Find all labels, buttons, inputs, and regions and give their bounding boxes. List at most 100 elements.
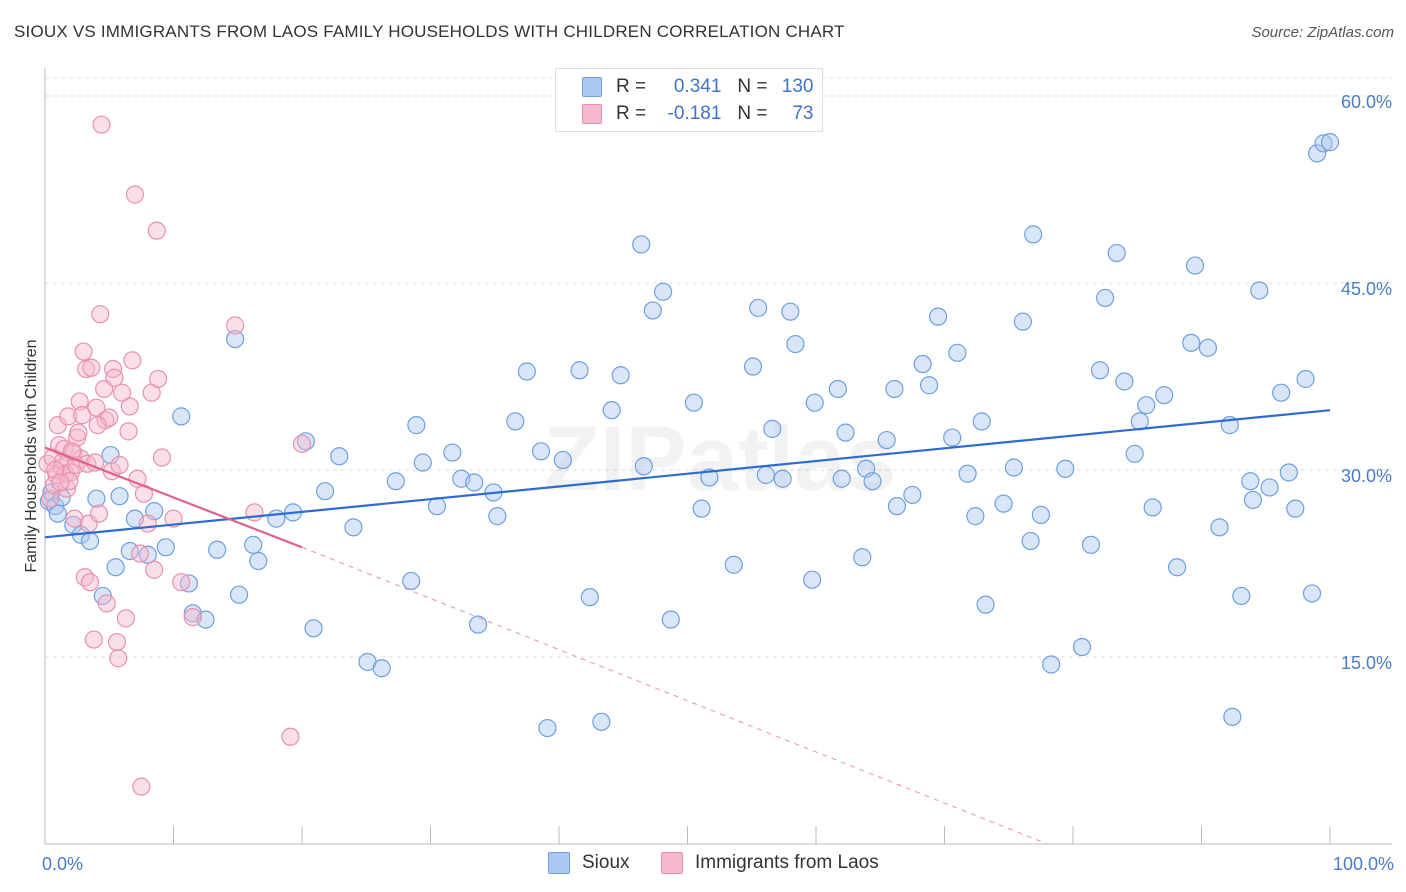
sioux-point[interactable] xyxy=(885,379,904,399)
sioux-point[interactable] xyxy=(138,545,157,564)
sioux-point[interactable] xyxy=(611,366,630,385)
sioux-point[interactable] xyxy=(803,570,822,589)
sioux-point[interactable] xyxy=(773,469,792,488)
sioux-point[interactable] xyxy=(903,485,922,505)
laos-point[interactable] xyxy=(226,316,245,335)
sioux-point[interactable] xyxy=(1031,505,1050,524)
sioux-point[interactable] xyxy=(208,540,227,559)
sioux-point[interactable] xyxy=(372,659,391,678)
series-legend-sioux[interactable]: Sioux xyxy=(548,852,630,874)
laos-point[interactable] xyxy=(292,434,312,453)
sioux-point[interactable] xyxy=(226,330,245,349)
sioux-point[interactable] xyxy=(1081,535,1101,554)
sioux-point[interactable] xyxy=(1185,256,1205,275)
laos-point[interactable] xyxy=(82,358,101,377)
sioux-point[interactable] xyxy=(179,574,199,593)
laos-point[interactable] xyxy=(152,448,172,467)
sioux-point[interactable] xyxy=(468,615,488,634)
laos-point[interactable] xyxy=(107,632,127,652)
sioux-point[interactable] xyxy=(786,334,805,354)
sioux-point[interactable] xyxy=(87,489,106,508)
laos-point[interactable] xyxy=(116,609,136,628)
sioux-point[interactable] xyxy=(488,507,507,526)
laos-point[interactable] xyxy=(69,423,88,442)
sioux-point[interactable] xyxy=(531,442,551,461)
laos-point[interactable] xyxy=(148,369,168,389)
laos-point[interactable] xyxy=(138,514,157,533)
laos-point[interactable] xyxy=(145,560,164,579)
sioux-point[interactable] xyxy=(1260,478,1279,497)
sioux-point[interactable] xyxy=(877,430,896,450)
sioux-point[interactable] xyxy=(570,361,589,380)
sioux-point[interactable] xyxy=(316,482,335,501)
sioux-point[interactable] xyxy=(756,465,775,485)
laos-point[interactable] xyxy=(147,221,166,240)
sioux-point[interactable] xyxy=(928,307,948,326)
sioux-point[interactable] xyxy=(1198,338,1218,357)
sioux-point[interactable] xyxy=(692,499,711,518)
sioux-point[interactable] xyxy=(948,343,967,362)
sioux-point[interactable] xyxy=(1182,333,1201,352)
laos-point[interactable] xyxy=(86,453,105,472)
sioux-point[interactable] xyxy=(244,535,263,554)
sioux-point[interactable] xyxy=(592,712,611,731)
sioux-point[interactable] xyxy=(1021,531,1040,551)
sioux-point[interactable] xyxy=(832,469,851,488)
sioux-point[interactable] xyxy=(304,619,323,638)
sioux-point[interactable] xyxy=(80,531,100,551)
laos-point[interactable] xyxy=(73,406,92,425)
laos-point[interactable] xyxy=(123,351,142,370)
laos-point[interactable] xyxy=(65,509,84,528)
sioux-point[interactable] xyxy=(1210,518,1229,537)
sioux-point[interactable] xyxy=(1241,472,1260,491)
sioux-point[interactable] xyxy=(919,376,939,395)
sioux-point[interactable] xyxy=(749,298,768,318)
sioux-point[interactable] xyxy=(994,494,1013,513)
sioux-point[interactable] xyxy=(1314,134,1333,153)
sioux-point[interactable] xyxy=(1125,444,1144,463)
sioux-point[interactable] xyxy=(836,423,855,442)
sioux-point[interactable] xyxy=(976,595,995,614)
laos-point[interactable] xyxy=(105,368,124,387)
sioux-point[interactable] xyxy=(653,282,673,301)
sioux-point[interactable] xyxy=(1308,144,1327,163)
sioux-point[interactable] xyxy=(1090,361,1110,380)
sioux-point[interactable] xyxy=(517,362,536,381)
sioux-point[interactable] xyxy=(913,354,932,374)
laos-point[interactable] xyxy=(132,777,151,796)
sioux-point[interactable] xyxy=(763,419,782,438)
sioux-point[interactable] xyxy=(1155,386,1174,405)
sioux-point[interactable] xyxy=(1137,396,1156,415)
sioux-point[interactable] xyxy=(506,412,525,431)
sioux-point[interactable] xyxy=(110,487,129,506)
sioux-point[interactable] xyxy=(1056,459,1075,478)
sioux-point[interactable] xyxy=(805,393,824,412)
sioux-point[interactable] xyxy=(1107,243,1126,263)
sioux-point[interactable] xyxy=(828,379,847,399)
sioux-point[interactable] xyxy=(249,551,268,571)
sioux-point[interactable] xyxy=(1223,707,1242,726)
laos-point[interactable] xyxy=(91,305,110,324)
sioux-point[interactable] xyxy=(863,472,882,491)
laos-point[interactable] xyxy=(125,185,145,204)
laos-point[interactable] xyxy=(75,568,94,587)
laos-point[interactable] xyxy=(92,115,111,134)
sioux-point[interactable] xyxy=(330,447,349,466)
sioux-point[interactable] xyxy=(643,301,662,320)
laos-point[interactable] xyxy=(51,473,70,492)
sioux-point[interactable] xyxy=(402,571,421,591)
sioux-point[interactable] xyxy=(700,468,719,487)
sioux-point[interactable] xyxy=(1320,133,1340,152)
sioux-point[interactable] xyxy=(684,393,704,412)
sioux-point[interactable] xyxy=(1013,312,1032,331)
laos-point[interactable] xyxy=(70,392,89,411)
sioux-point[interactable] xyxy=(1096,288,1115,308)
sioux-point[interactable] xyxy=(1072,637,1092,657)
laos-point[interactable] xyxy=(74,342,93,361)
sioux-point[interactable] xyxy=(172,407,191,426)
sioux-point[interactable] xyxy=(229,585,249,604)
sioux-point[interactable] xyxy=(386,472,405,491)
sioux-point[interactable] xyxy=(580,588,599,607)
sioux-point[interactable] xyxy=(1250,281,1269,300)
sioux-point[interactable] xyxy=(1272,383,1291,402)
